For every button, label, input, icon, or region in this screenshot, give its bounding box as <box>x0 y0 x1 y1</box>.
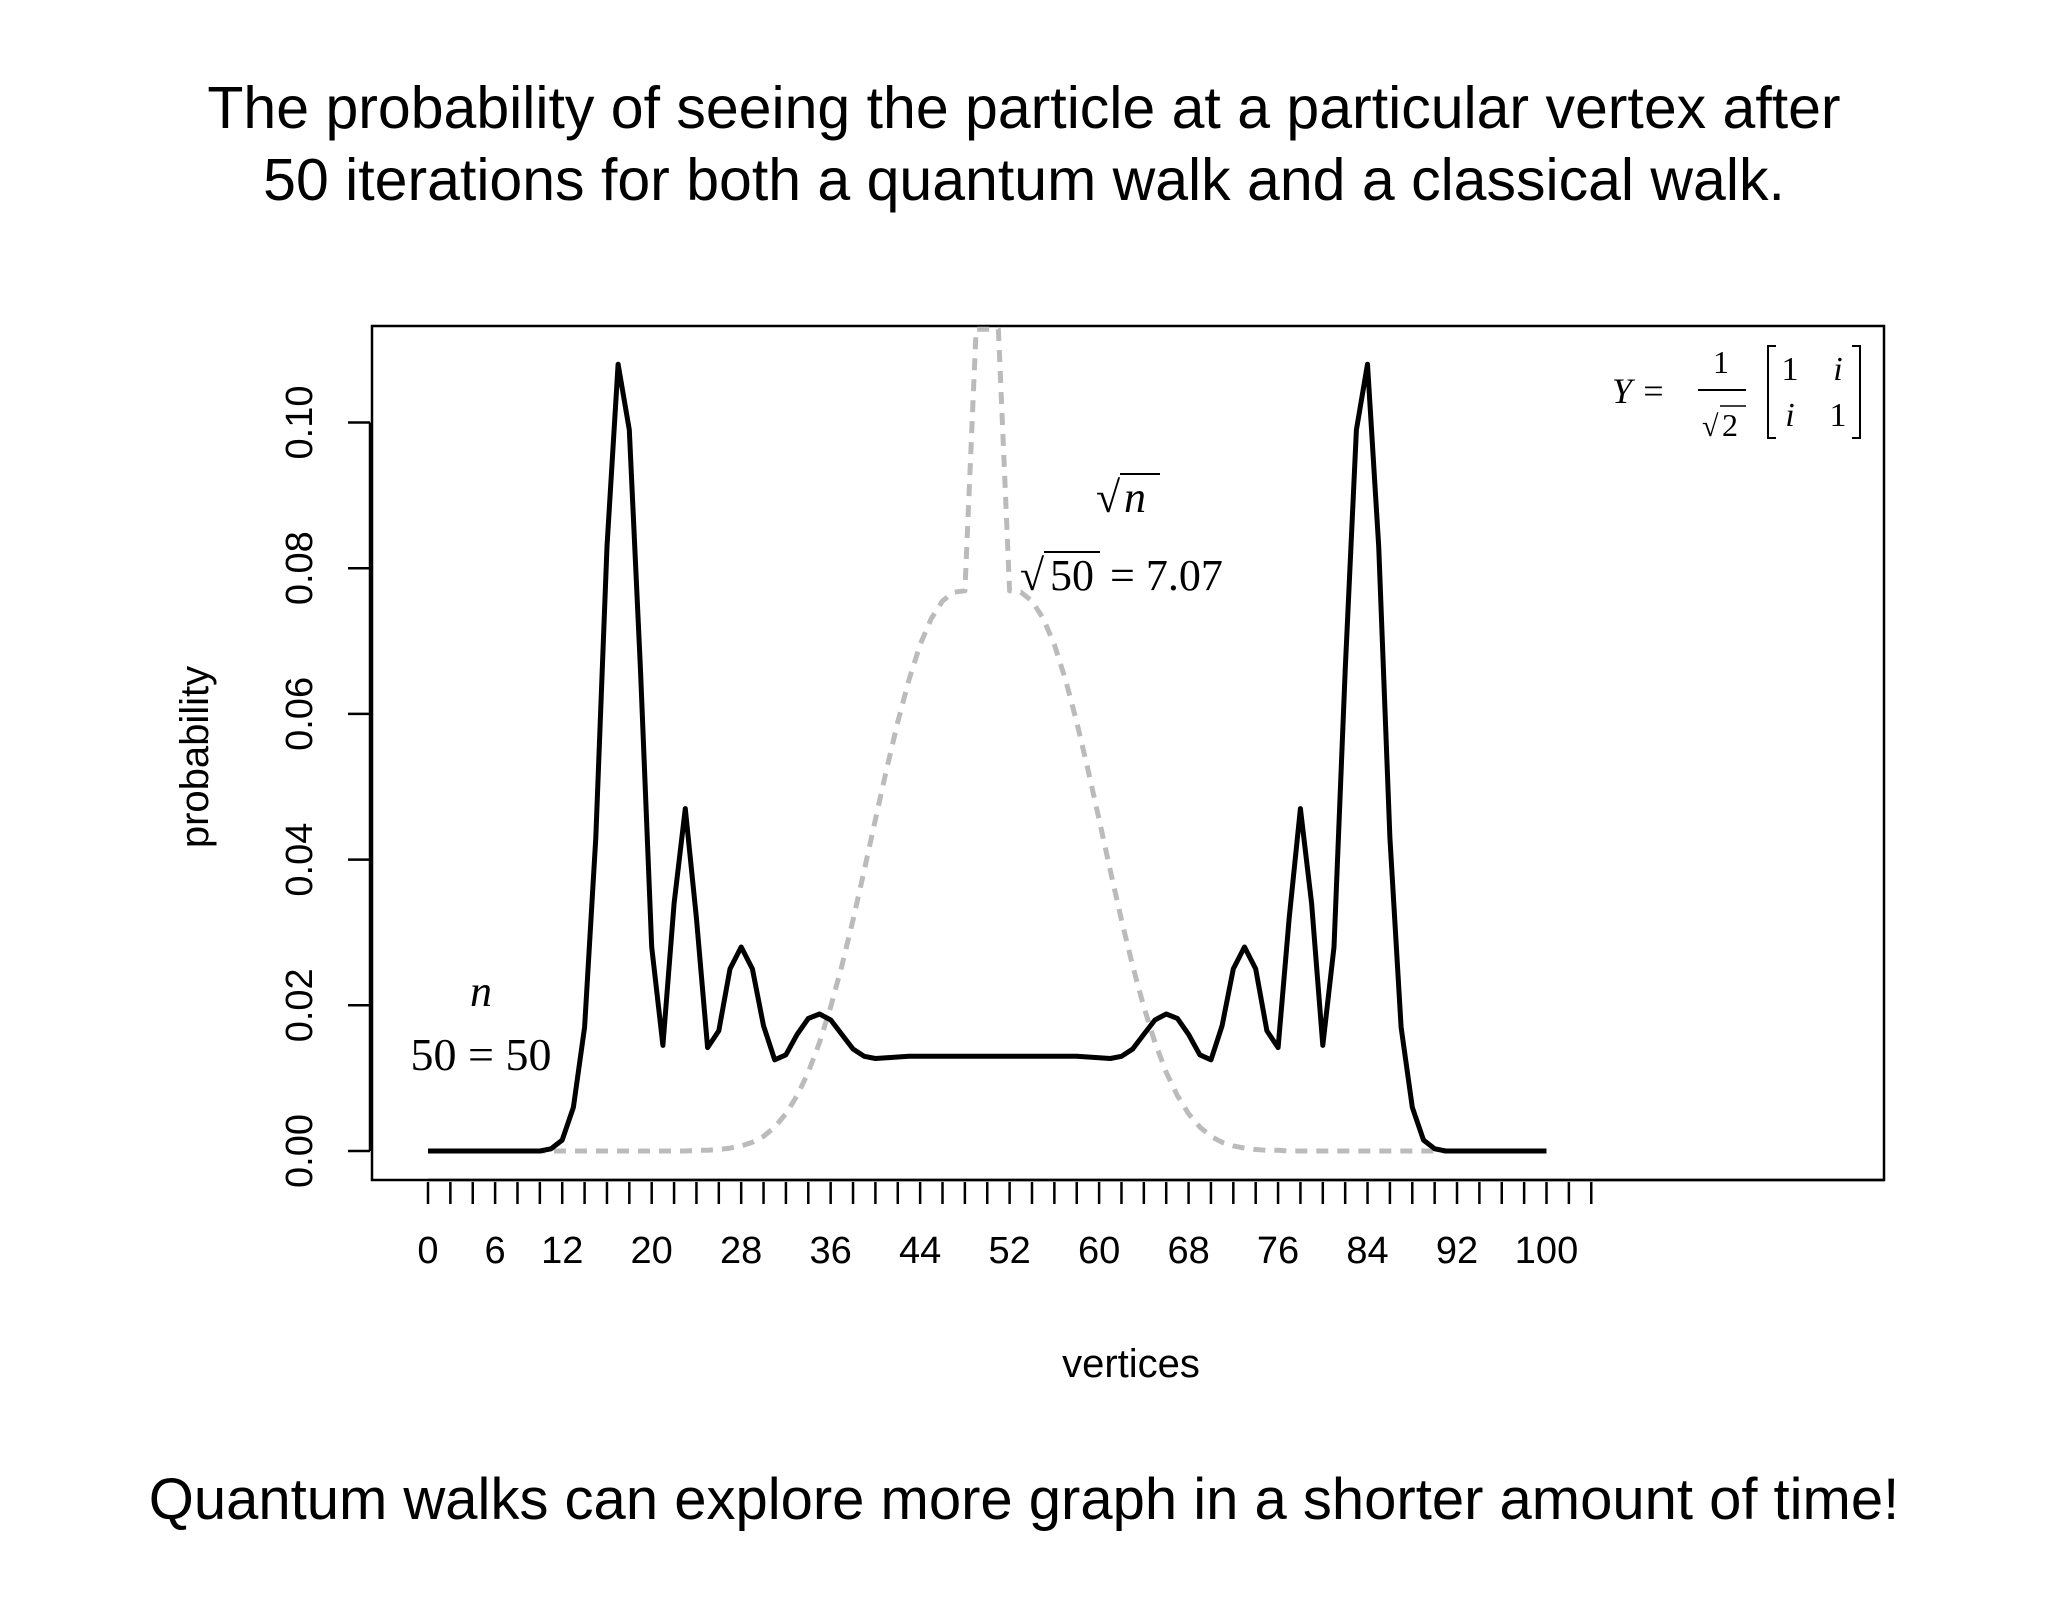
chart-title: The probability of seeing the particle a… <box>0 72 2048 216</box>
matrix-right-bracket-icon <box>1852 345 1861 439</box>
y-tick-label: 0.04 <box>279 823 321 897</box>
matrix-left-bracket-icon <box>1767 345 1776 439</box>
matrix-sqrt-radical-icon: √ <box>1702 410 1719 443</box>
y-tick-label: 0.02 <box>279 968 321 1042</box>
quantum-walk-series-line <box>428 361 1547 1154</box>
matrix-cell: 1 <box>1830 397 1847 434</box>
y-tick-label: 0.10 <box>279 386 321 460</box>
y-tick-label: 0.06 <box>279 677 321 751</box>
sqrt-n-variable: n <box>1124 473 1146 522</box>
x-tick-label: 6 <box>485 1230 506 1272</box>
matrix-fraction-denominator: 2 <box>1722 407 1738 443</box>
y-tick-label: 0.00 <box>279 1114 321 1188</box>
matrix-annotation: Y = 1 √ 2 1 i i 1 <box>1612 344 1861 443</box>
matrix-fraction-numerator: 1 <box>1713 344 1729 380</box>
y-axis-label: probability <box>173 666 217 848</box>
matrix-lhs: Y = <box>1612 371 1665 411</box>
classical-walk-series-line <box>428 326 1547 1154</box>
n-equation: 50 = 50 <box>411 1029 552 1080</box>
sqrt-annotation: √ n √ 50 = 7.07 <box>1020 473 1223 600</box>
x-tick-label: 84 <box>1346 1230 1388 1272</box>
n-symbol: n <box>470 967 492 1016</box>
matrix-cell: i <box>1833 351 1842 388</box>
matrix-cell: 1 <box>1782 351 1799 388</box>
x-tick-label: 60 <box>1078 1230 1120 1272</box>
sqrt-50-radicand: 50 <box>1050 551 1094 600</box>
n-annotation: n 50 = 50 <box>411 967 552 1080</box>
x-tick-label: 52 <box>988 1230 1030 1272</box>
chart-title-line-2: 50 iterations for both a quantum walk an… <box>263 147 1785 213</box>
x-tick-label: 100 <box>1515 1230 1578 1272</box>
x-tick-label: 44 <box>899 1230 941 1272</box>
x-tick-label: 36 <box>810 1230 852 1272</box>
x-tick-label: 12 <box>541 1230 583 1272</box>
chart-title-line-1: The probability of seeing the particle a… <box>207 75 1841 141</box>
matrix-cell: i <box>1785 397 1794 434</box>
chart-caption: Quantum walks can explore more graph in … <box>148 1467 1900 1532</box>
x-tick-label: 76 <box>1257 1230 1299 1272</box>
x-axis-label: vertices <box>1062 1342 1200 1386</box>
sqrt-50-result: = 7.07 <box>1110 551 1223 600</box>
y-tick-label: 0.08 <box>279 531 321 605</box>
x-tick-label: 92 <box>1436 1230 1478 1272</box>
x-tick-label: 0 <box>417 1230 438 1272</box>
x-tick-label: 28 <box>720 1230 762 1272</box>
sqrt-n-radical-icon: √ <box>1096 473 1121 522</box>
x-tick-label: 68 <box>1167 1230 1209 1272</box>
sqrt-50-radical-icon: √ <box>1020 551 1045 600</box>
x-tick-label: 20 <box>631 1230 673 1272</box>
